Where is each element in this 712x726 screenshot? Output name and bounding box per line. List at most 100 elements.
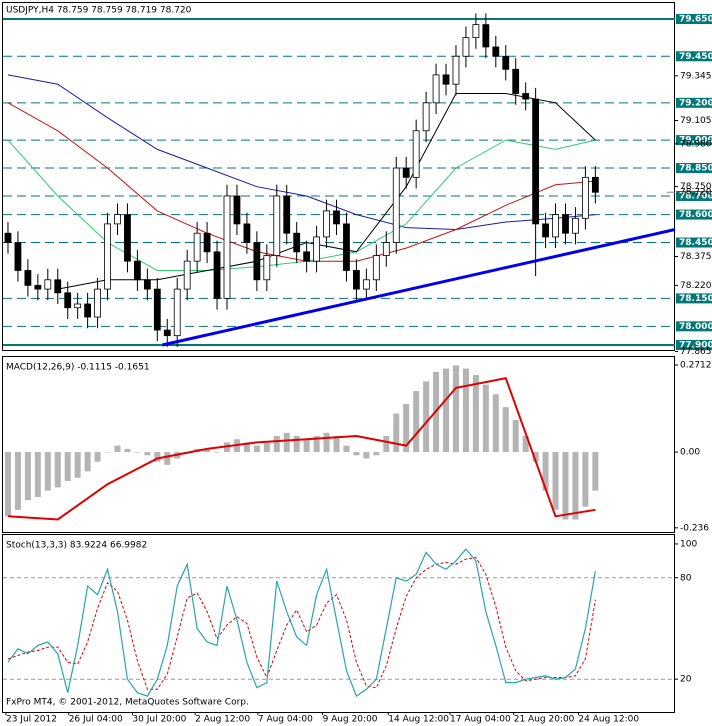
level-box xyxy=(676,14,712,25)
y-tick-label: 100 xyxy=(680,539,697,549)
stoch-signal xyxy=(7,556,596,690)
macd-bar xyxy=(443,368,450,453)
level-label: 77.900 xyxy=(679,340,712,350)
macd-bar xyxy=(323,432,330,453)
macd-bar xyxy=(104,452,111,453)
y-tick-label: 78.375 xyxy=(680,252,712,262)
macd-bar xyxy=(24,452,31,501)
macd-bar xyxy=(283,432,290,453)
macd-bar xyxy=(403,403,410,453)
level-label: 79.650 xyxy=(679,15,712,25)
x-tick-label: 30 Jul 20:00 xyxy=(132,715,186,725)
level-box xyxy=(676,97,712,108)
candle-body xyxy=(512,68,520,94)
y-tick-label: 78.980 xyxy=(680,139,712,149)
macd-bar xyxy=(363,452,370,459)
candle-body xyxy=(94,288,101,318)
candle-body xyxy=(362,279,370,290)
candle-body xyxy=(412,130,420,178)
macd-bar xyxy=(214,452,221,453)
candle-body xyxy=(472,24,480,39)
candle-body xyxy=(243,223,251,243)
macd-bar xyxy=(472,375,479,453)
candle-body xyxy=(542,223,549,238)
macd-bar xyxy=(14,452,21,510)
macd-bar xyxy=(94,452,101,462)
macd-bar xyxy=(64,452,71,481)
y-tick-label: 79.105 xyxy=(680,116,712,126)
candle-body xyxy=(313,236,321,262)
macd-bar xyxy=(552,452,559,510)
macd-bar xyxy=(273,436,280,453)
candle-body xyxy=(223,195,231,299)
candle-body xyxy=(532,98,540,225)
candle-body xyxy=(193,232,201,262)
candle-body xyxy=(392,167,400,243)
level-box xyxy=(676,51,712,62)
y-tick-label: 0.00 xyxy=(680,448,700,458)
candle-body xyxy=(14,242,22,271)
macd-bar xyxy=(303,439,310,453)
candle-body xyxy=(353,270,360,290)
y-tick-label: 0.2712 xyxy=(680,360,712,370)
candle-body xyxy=(442,74,450,85)
macd-bar xyxy=(492,394,499,453)
macd-bar xyxy=(393,413,400,453)
macd-bar xyxy=(592,452,599,491)
candle-body xyxy=(54,279,62,294)
x-tick-label: 26 Jul 04:00 xyxy=(69,715,123,725)
macd-bar xyxy=(572,452,579,520)
macd-bar xyxy=(134,452,141,453)
candle-body xyxy=(213,251,221,299)
candle-body xyxy=(323,210,330,238)
current-price-label: 78.720 xyxy=(680,188,712,198)
trendline xyxy=(161,228,676,347)
macd-bar xyxy=(542,452,549,491)
macd-bar xyxy=(383,436,390,453)
candle-body xyxy=(582,176,589,219)
macd-bar xyxy=(164,452,171,465)
level-label: 78.600 xyxy=(679,210,712,220)
level-box xyxy=(676,163,712,174)
macd-bar xyxy=(562,452,569,520)
candle-body xyxy=(562,214,569,234)
macd-bar xyxy=(293,436,300,453)
candle-body xyxy=(64,292,72,309)
candle-body xyxy=(452,55,460,85)
candle-body xyxy=(153,288,161,331)
moving-average xyxy=(7,74,596,231)
x-tick-label: 9 Aug 20:00 xyxy=(323,715,378,725)
x-tick-label: 7 Aug 04:00 xyxy=(258,715,313,725)
candle-body xyxy=(203,232,211,253)
copyright: FxPro MT4, © 2001-2012, MetaQuotes Softw… xyxy=(6,698,249,708)
macd-bar xyxy=(34,452,41,498)
level-box xyxy=(676,293,712,304)
level-label: 78.700 xyxy=(679,191,712,201)
candle-body xyxy=(303,251,311,262)
macd-bar xyxy=(462,368,469,453)
candle-body xyxy=(333,210,340,225)
macd-bar xyxy=(522,436,529,453)
macd-bar xyxy=(482,384,489,453)
candle-body xyxy=(382,242,390,256)
candle-body xyxy=(293,232,301,253)
macd-bar xyxy=(4,452,11,517)
candle-body xyxy=(84,303,92,318)
y-tick-label: 78.750 xyxy=(680,182,712,192)
y-tick-label: -0.236 xyxy=(680,523,709,533)
candle-body xyxy=(552,214,559,238)
macd-bar xyxy=(353,452,360,456)
macd-bar xyxy=(313,436,320,453)
macd-label: MACD(12,26,9) -0.1115 -0.1651 xyxy=(6,363,150,373)
candle-body xyxy=(233,195,241,225)
macd-bar xyxy=(263,442,270,453)
x-tick-label: 24 Aug 12:00 xyxy=(578,715,639,725)
macd-bar xyxy=(532,452,539,462)
macd-bar xyxy=(502,407,509,453)
level-label: 78.000 xyxy=(679,322,712,332)
macd-bar xyxy=(54,452,61,488)
level-box xyxy=(676,135,712,146)
level-box xyxy=(676,321,712,332)
